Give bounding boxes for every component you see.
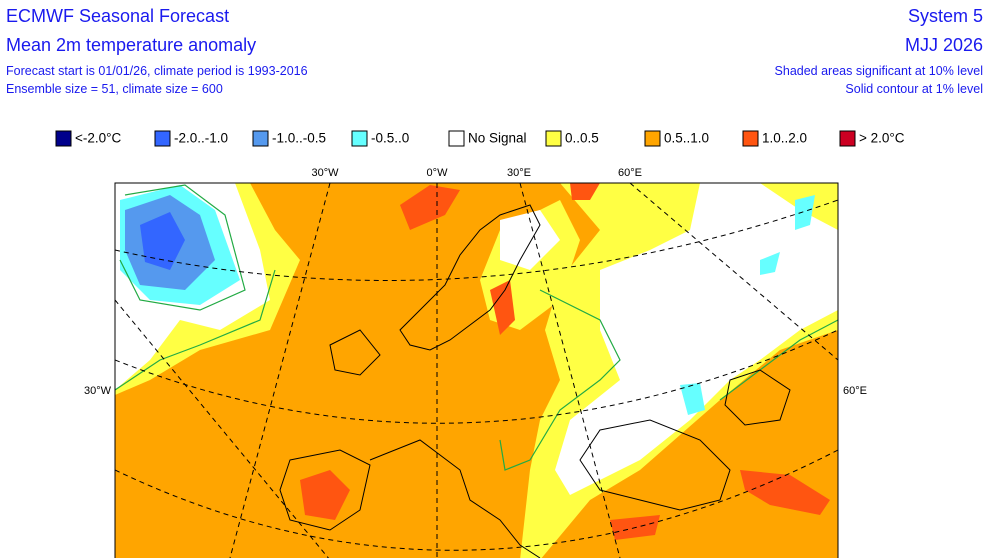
red-region <box>570 183 600 200</box>
legend-swatch <box>154 130 171 147</box>
legend-swatch <box>55 130 72 147</box>
cyan-region <box>680 383 705 415</box>
cyan-region <box>760 252 780 275</box>
legend-swatch <box>351 130 368 147</box>
map <box>115 183 838 558</box>
legend-swatch <box>742 130 759 147</box>
legend-label: -1.0..-0.5 <box>272 131 326 146</box>
graticule-label: 60°E <box>843 385 867 397</box>
ensemble-size: Ensemble size = 51, climate size = 600 <box>6 82 223 96</box>
map-frame <box>114 182 839 558</box>
red-region <box>400 185 460 230</box>
legend-label: 0..0.5 <box>565 131 599 146</box>
graticule-label: 0°W <box>427 167 449 179</box>
red-region <box>490 280 515 335</box>
legend-swatch <box>252 130 269 147</box>
system: System 5 <box>907 6 983 26</box>
legend-swatch <box>839 130 856 147</box>
contour-note: Solid contour at 1% level <box>845 82 983 96</box>
legend-label: <-2.0°C <box>75 131 122 146</box>
legend-label: No Signal <box>468 131 527 146</box>
no-signal-region <box>500 210 560 270</box>
red-region <box>740 470 830 515</box>
period: MJJ 2026 <box>904 35 983 55</box>
significance-contours <box>115 184 838 471</box>
legend-label: > 2.0°C <box>859 131 905 146</box>
legend-label: -2.0..-1.0 <box>174 131 228 146</box>
graticule-label: 30°W <box>84 385 112 397</box>
shading-note: Shaded areas significant at 10% level <box>774 64 983 78</box>
title: ECMWF Seasonal Forecast <box>6 6 230 26</box>
coastlines <box>279 204 791 558</box>
legend-label: -0.5..0 <box>371 131 409 146</box>
blue-region <box>140 212 185 270</box>
legend-swatch <box>644 130 661 147</box>
forecast-start: Forecast start is 01/01/26, climate peri… <box>6 64 308 78</box>
legend-label: 0.5..1.0 <box>664 131 709 146</box>
cyan-region <box>795 195 815 230</box>
red-region <box>300 470 350 520</box>
legend: <-2.0°C -2.0..-1.0 -1.0..-0.5 -0.5..0 No Sig… <box>55 130 905 147</box>
graticule-label: 30°W <box>311 167 339 179</box>
legend-label: 1.0..2.0 <box>762 131 807 146</box>
graticule <box>115 183 838 558</box>
legend-swatch <box>545 130 562 147</box>
graticule-label: 60°E <box>618 167 642 179</box>
graticule-label: 30°E <box>507 167 531 179</box>
legend-swatch <box>448 130 465 147</box>
subtitle: Mean 2m temperature anomaly <box>6 35 257 55</box>
